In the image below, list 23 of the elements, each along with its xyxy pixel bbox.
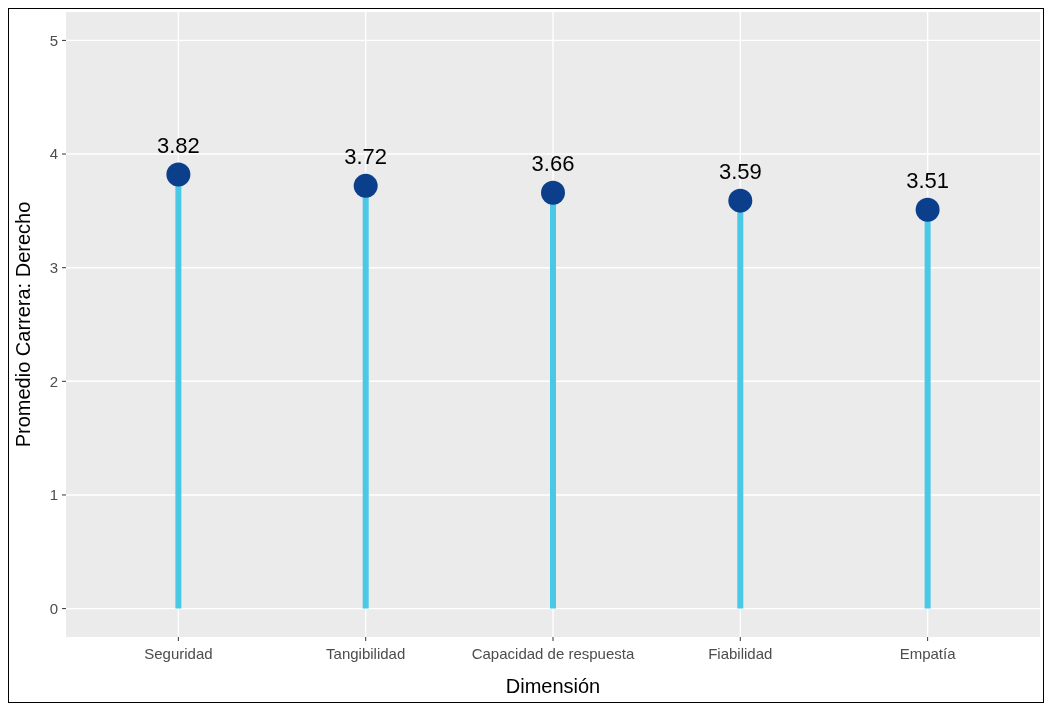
y-tick-label: 5 [49,31,58,49]
data-label: 3.72 [344,143,388,169]
data-label: 3.59 [718,158,762,184]
x-tick-label: Tangibilidad [326,645,406,662]
x-tick-label: Capacidad de respuesta [471,645,635,662]
point [166,162,191,187]
y-tick-label: 1 [49,486,58,504]
y-axis-title: Promedio Carrera: Derecho [12,201,34,448]
y-tick-label: 2 [49,372,58,390]
y-tick-label: 0 [49,599,58,617]
x-tick-label: Seguridad [144,645,213,662]
point [728,188,753,213]
data-label: 3.51 [906,167,950,193]
point [915,197,940,222]
y-tick-label: 4 [49,145,58,163]
point [353,173,378,198]
x-tick-label: Fiabilidad [708,645,773,662]
data-label: 3.82 [156,132,200,158]
data-label: 3.66 [531,150,575,176]
x-axis-title: Dimensión [505,675,601,697]
x-tick-label: Empatía [899,645,957,662]
point [541,180,565,205]
y-tick-label: 3 [49,258,58,276]
